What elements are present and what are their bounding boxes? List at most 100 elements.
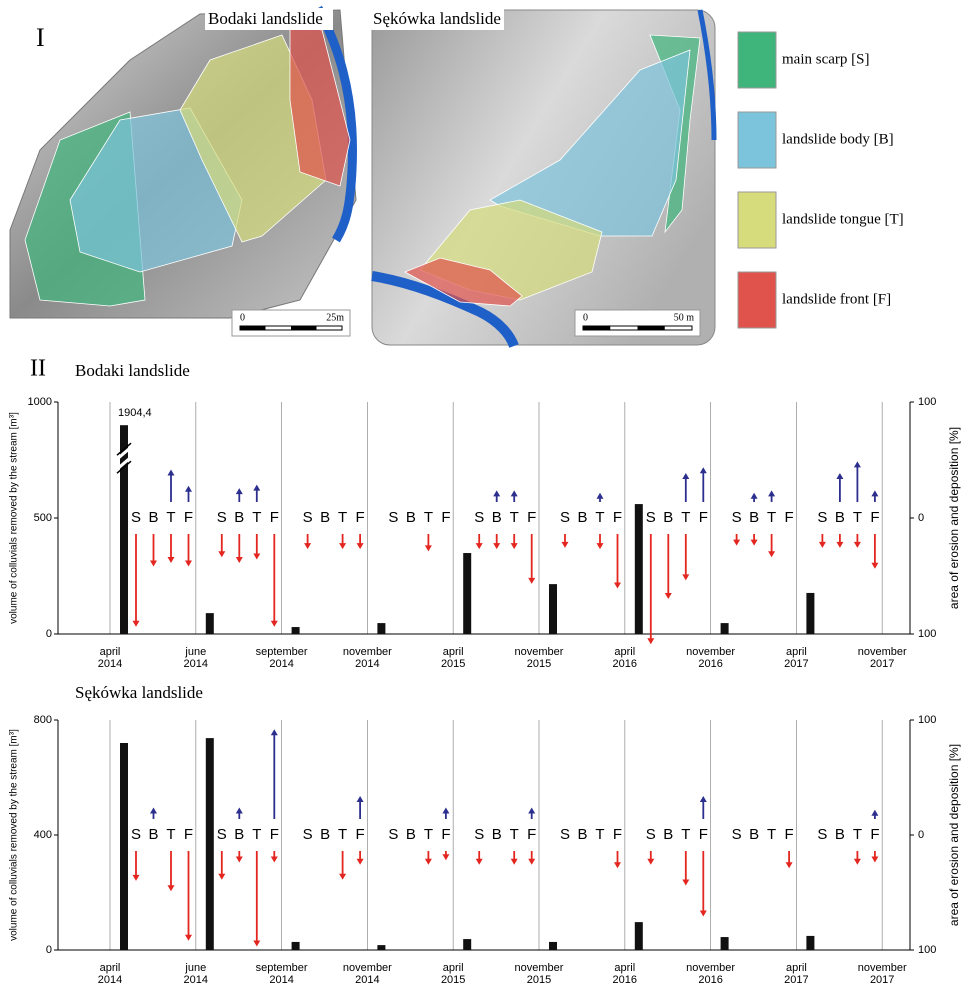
y2-tick-label: 0 bbox=[918, 829, 924, 841]
erosion-arrow bbox=[185, 534, 192, 566]
y-axis-label: volume of colluvials removed by the stre… bbox=[9, 412, 20, 624]
deposition-arrow bbox=[253, 485, 260, 502]
x-tick-label: november 2016 bbox=[675, 646, 747, 670]
erosion-arrow bbox=[562, 534, 569, 548]
zone-letter: T bbox=[595, 826, 604, 843]
deposition-arrow bbox=[150, 808, 157, 820]
scale-bar-segment bbox=[291, 326, 317, 330]
deposition-arrow bbox=[236, 488, 243, 502]
y2-axis-label: area of erosion and deposition [%] bbox=[947, 427, 961, 609]
deposition-arrow bbox=[871, 810, 878, 819]
deposition-arrow bbox=[597, 493, 604, 502]
erosion-arrow bbox=[168, 851, 175, 891]
y2-axis-label: area of erosion and deposition [%] bbox=[947, 744, 961, 926]
erosion-arrow bbox=[871, 534, 878, 569]
zone-letter: B bbox=[320, 826, 330, 843]
erosion-arrow bbox=[218, 534, 225, 557]
deposition-arrow bbox=[511, 490, 518, 502]
scale-label: 25m bbox=[326, 312, 344, 323]
scale-bar-segment bbox=[638, 326, 665, 330]
scale-bar-segment bbox=[583, 326, 610, 330]
y2-tick-label: 100 bbox=[918, 396, 936, 408]
zone-letter: S bbox=[388, 509, 398, 526]
legend-label: landslide body [B] bbox=[782, 131, 894, 147]
bar bbox=[120, 743, 128, 950]
zone-letter: S bbox=[303, 826, 313, 843]
x-tick-label: april 2014 bbox=[74, 962, 146, 986]
erosion-arrow bbox=[253, 851, 260, 946]
erosion-arrow bbox=[528, 851, 535, 865]
erosion-arrow bbox=[647, 534, 654, 644]
zone-letter: F bbox=[527, 509, 536, 526]
erosion-arrow bbox=[185, 851, 192, 941]
erosion-arrow bbox=[304, 534, 311, 549]
erosion-arrow bbox=[357, 851, 364, 865]
deposition-arrow bbox=[271, 729, 278, 819]
erosion-arrow bbox=[647, 851, 654, 865]
zone-letter: F bbox=[270, 509, 279, 526]
zone-letter: T bbox=[338, 509, 347, 526]
zone-letter: S bbox=[217, 509, 227, 526]
zone-letter: S bbox=[388, 826, 398, 843]
zone-letter: S bbox=[817, 826, 827, 843]
zone-letter: S bbox=[303, 509, 313, 526]
erosion-arrow bbox=[700, 851, 707, 917]
zone-letter: S bbox=[646, 826, 656, 843]
zone-letter: T bbox=[338, 826, 347, 843]
x-tick-label: april 2015 bbox=[417, 962, 489, 986]
zone-letter: B bbox=[406, 509, 416, 526]
zone-letter: F bbox=[441, 826, 450, 843]
erosion-arrow bbox=[682, 851, 689, 886]
x-tick-label: april 2017 bbox=[760, 646, 832, 670]
deposition-arrow bbox=[357, 796, 364, 819]
scale-bar-segment bbox=[240, 326, 266, 330]
erosion-arrow bbox=[854, 851, 861, 865]
bar bbox=[292, 942, 300, 950]
legend-label: landslide tongue [T] bbox=[782, 211, 904, 227]
zone-letter: B bbox=[749, 509, 759, 526]
erosion-arrow bbox=[854, 534, 861, 548]
deposition-arrow bbox=[854, 461, 861, 502]
bar bbox=[721, 937, 729, 950]
erosion-arrow bbox=[339, 851, 346, 880]
scale-label: 0 bbox=[583, 312, 588, 323]
erosion-arrow bbox=[614, 534, 621, 589]
bar bbox=[377, 623, 385, 634]
zone-letter: F bbox=[785, 509, 794, 526]
x-tick-label: april 2015 bbox=[417, 646, 489, 670]
zone-letter: B bbox=[148, 509, 158, 526]
zone-letter: B bbox=[320, 509, 330, 526]
y2-tick-label: 0 bbox=[918, 512, 924, 524]
zone-letter: B bbox=[835, 509, 845, 526]
zone-letter: F bbox=[785, 826, 794, 843]
zone-letter: B bbox=[663, 826, 673, 843]
erosion-arrow bbox=[442, 851, 449, 860]
map-title: Sękówka landslide bbox=[373, 9, 501, 28]
zone-letter: T bbox=[681, 509, 690, 526]
figure-canvas: IBodaki landslideSękówka landslide025m05… bbox=[0, 0, 964, 1001]
zone-letter: T bbox=[767, 509, 776, 526]
bar bbox=[635, 922, 643, 950]
x-tick-label: november 2017 bbox=[846, 646, 918, 670]
erosion-arrow bbox=[751, 534, 758, 546]
y-tick-label: 0 bbox=[46, 628, 52, 640]
zone-letter: T bbox=[424, 509, 433, 526]
x-tick-label: september 2014 bbox=[246, 962, 318, 986]
erosion-arrow bbox=[218, 851, 225, 880]
zone-letter: T bbox=[595, 509, 604, 526]
erosion-arrow bbox=[476, 851, 483, 865]
bar bbox=[721, 623, 729, 634]
y2-tick-label: 100 bbox=[918, 714, 936, 726]
deposition-arrow bbox=[871, 490, 878, 502]
zone-letter: T bbox=[853, 509, 862, 526]
erosion-arrow bbox=[357, 534, 364, 549]
x-tick-label: november 2014 bbox=[331, 962, 403, 986]
erosion-arrow bbox=[476, 534, 483, 549]
zone-letter: B bbox=[577, 509, 587, 526]
x-tick-label: april 2017 bbox=[760, 962, 832, 986]
erosion-arrow bbox=[150, 534, 157, 566]
zone-letter: B bbox=[492, 509, 502, 526]
erosion-arrow bbox=[597, 534, 604, 549]
erosion-arrow bbox=[733, 534, 740, 546]
y-tick-label: 0 bbox=[46, 944, 52, 956]
